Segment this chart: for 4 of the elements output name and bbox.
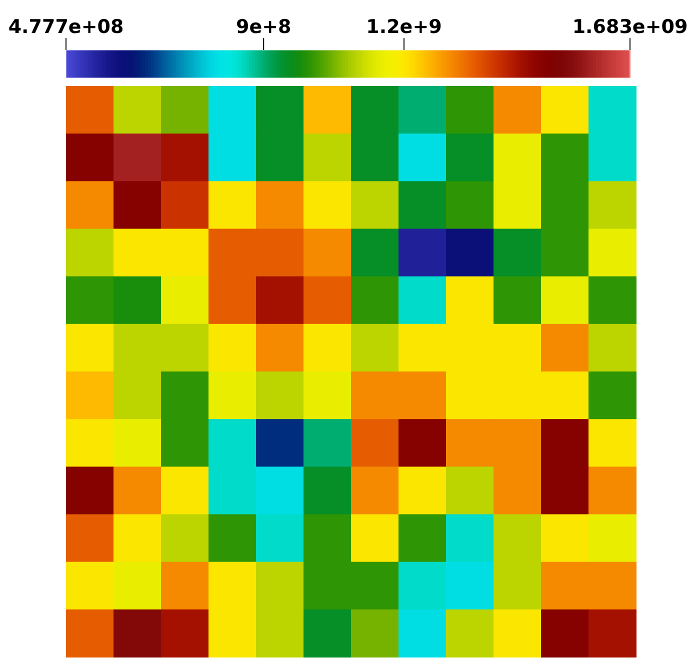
color-bar-label: 1.2e+9 — [366, 16, 442, 38]
color-bar-label: 1.683e+09 — [572, 16, 688, 38]
color-bar-label: 9e+8 — [236, 16, 292, 38]
color-bar-label: 4.777e+08 — [8, 16, 124, 38]
